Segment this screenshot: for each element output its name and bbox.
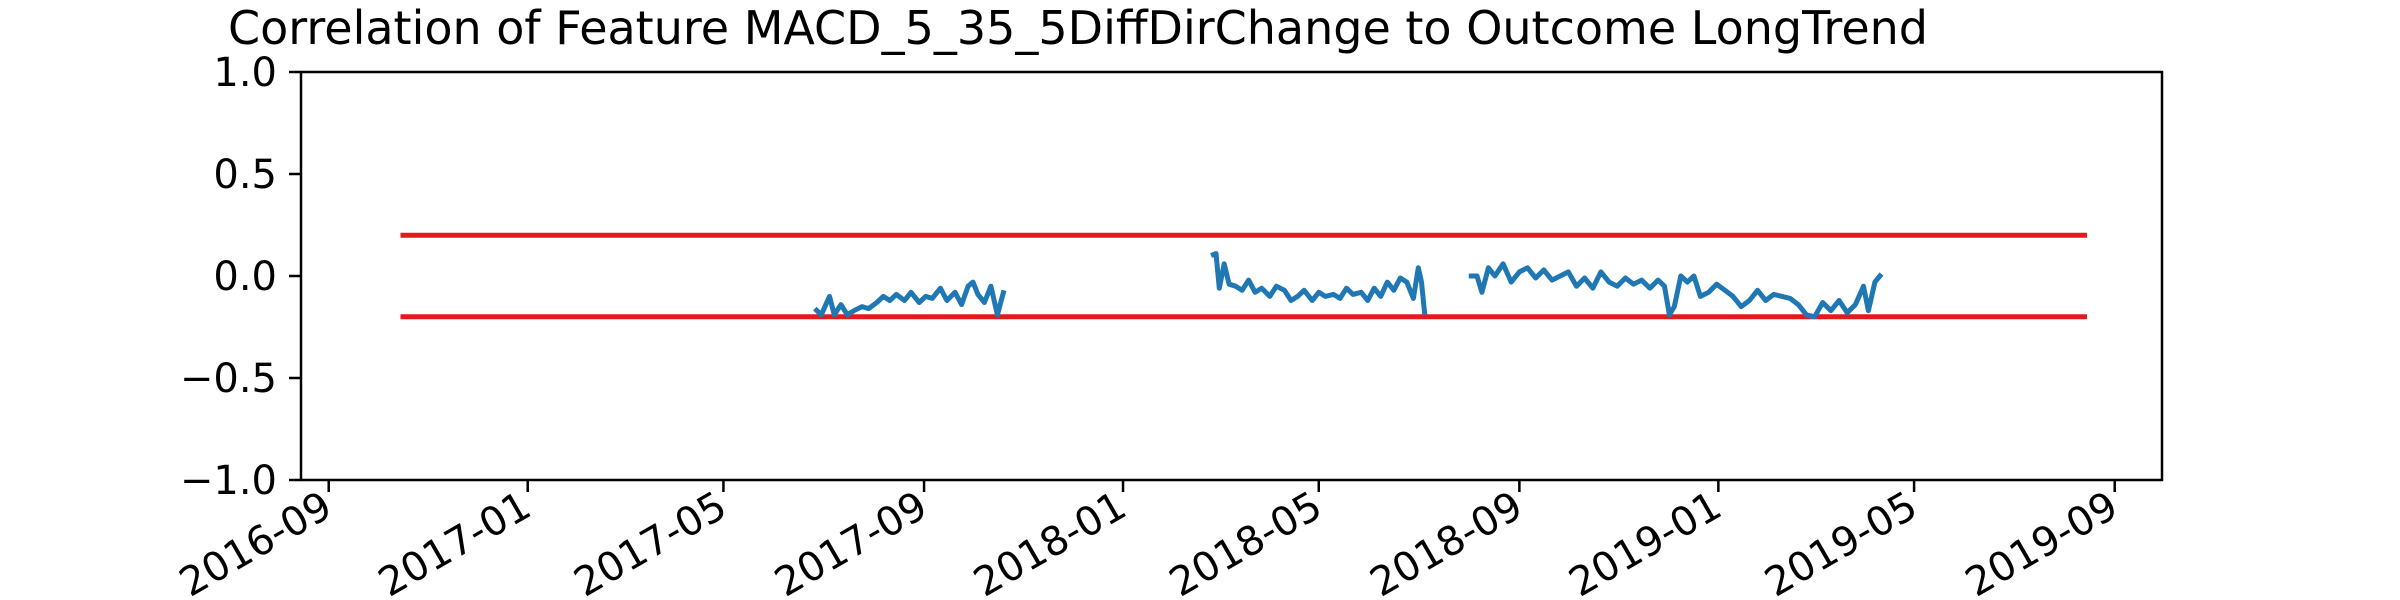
y-tick-label: −1.0 — [180, 458, 277, 504]
x-tick-label: 2017-01 — [371, 483, 539, 600]
chart-title: Correlation of Feature MACD_5_35_5DiffDi… — [228, 1, 1928, 55]
y-tick-label: 1.0 — [213, 50, 277, 96]
series-line-segment-1 — [1210, 251, 1428, 316]
series-line-segment-0 — [813, 279, 1007, 318]
x-tick-label: 2018-09 — [1363, 483, 1531, 600]
x-tick-label: 2017-05 — [567, 483, 735, 600]
x-tick-label: 2019-09 — [1958, 483, 2126, 600]
y-tick-label: −0.5 — [180, 356, 277, 402]
y-tick-label: 0.5 — [213, 152, 277, 198]
x-tick-label: 2019-01 — [1562, 483, 1730, 600]
plot-area — [400, 232, 2087, 320]
x-tick-label: 2018-05 — [1162, 483, 1330, 600]
x-tick-label: 2018-01 — [966, 483, 1134, 600]
x-tick-label: 2017-09 — [767, 483, 935, 600]
series-line-segment-2 — [1468, 261, 1884, 320]
y-tick-label: 0.0 — [213, 254, 277, 300]
x-tick-label: 2019-05 — [1757, 483, 1925, 600]
